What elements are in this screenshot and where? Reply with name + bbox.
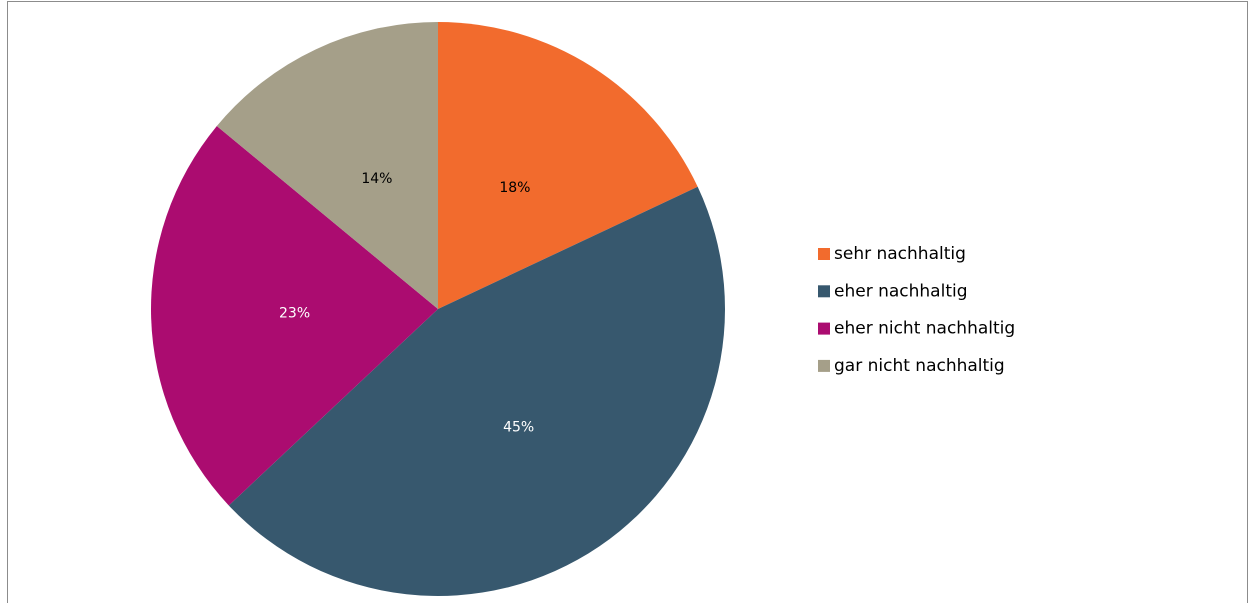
legend-swatch [818, 322, 830, 335]
slice-label: 45% [503, 420, 534, 436]
legend-label: sehr nachhaltig [834, 244, 966, 264]
legend-label: eher nachhaltig [834, 281, 968, 301]
pie-slice [228, 186, 725, 597]
legend-swatch [818, 285, 830, 298]
pie-slice [438, 22, 698, 309]
pie-slice [151, 126, 438, 506]
legend-swatch [818, 359, 830, 372]
legend-label: gar nicht nachhaltig [834, 356, 1005, 376]
legend-label: eher nicht nachhaltig [834, 319, 1015, 339]
slice-label: 23% [279, 306, 310, 322]
pie-slice [216, 22, 438, 309]
legend-swatch [818, 248, 830, 260]
slice-label: 14% [361, 171, 392, 187]
slice-label: 18% [499, 180, 530, 196]
